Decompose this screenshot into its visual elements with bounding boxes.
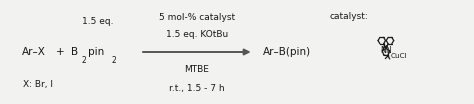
Text: +: +: [55, 47, 64, 57]
Text: catalyst:: catalyst:: [329, 12, 368, 21]
Text: 2: 2: [81, 56, 86, 65]
Text: N: N: [386, 46, 392, 55]
Text: Ar–X: Ar–X: [22, 47, 46, 57]
Text: N: N: [380, 46, 386, 55]
Text: B: B: [71, 47, 78, 57]
Text: CuCl: CuCl: [390, 53, 407, 59]
Text: 5 mol-% catalyst: 5 mol-% catalyst: [159, 13, 235, 22]
Text: pin: pin: [88, 47, 104, 57]
Text: 1.5 eq. KOtBu: 1.5 eq. KOtBu: [166, 30, 228, 39]
Text: Ar–B(pin): Ar–B(pin): [263, 47, 311, 57]
Text: r.t., 1.5 - 7 h: r.t., 1.5 - 7 h: [169, 84, 225, 93]
Text: X: Br, I: X: Br, I: [23, 80, 54, 89]
Text: 1.5 eq.: 1.5 eq.: [82, 17, 113, 26]
Text: MTBE: MTBE: [184, 65, 209, 74]
Text: 2: 2: [111, 56, 116, 65]
